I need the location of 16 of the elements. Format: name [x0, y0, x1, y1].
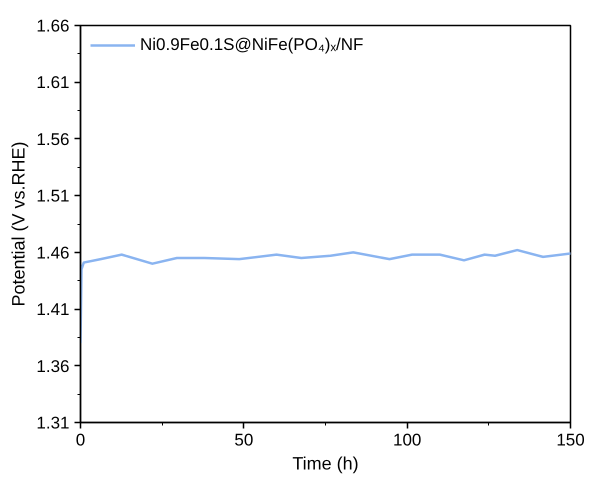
x-tick-label: 0 — [76, 430, 86, 450]
y-tick-label: 1.36 — [36, 356, 70, 376]
x-tick-label: 100 — [392, 430, 422, 450]
y-tick-label: 1.46 — [36, 243, 70, 262]
x-axis-title: Time (h) — [292, 454, 359, 474]
line-series — [80, 248, 570, 344]
x-tick-label: 50 — [234, 430, 254, 450]
y-tick-label: 1.51 — [36, 186, 70, 206]
y-tick-label: 1.66 — [36, 16, 70, 36]
y-tick-label: 1.56 — [36, 130, 70, 149]
y-tick-label: 1.31 — [36, 414, 70, 432]
legend-label: Ni0.9Fe0.1S@NiFe(PO₄)ₓ/NF — [140, 35, 364, 55]
x-tick-label: 150 — [556, 430, 585, 450]
y-tick-label: 1.61 — [36, 73, 70, 92]
y-tick-label: 1.41 — [36, 300, 70, 320]
y-axis-title: Potential (V vs.RHE) — [8, 141, 28, 307]
